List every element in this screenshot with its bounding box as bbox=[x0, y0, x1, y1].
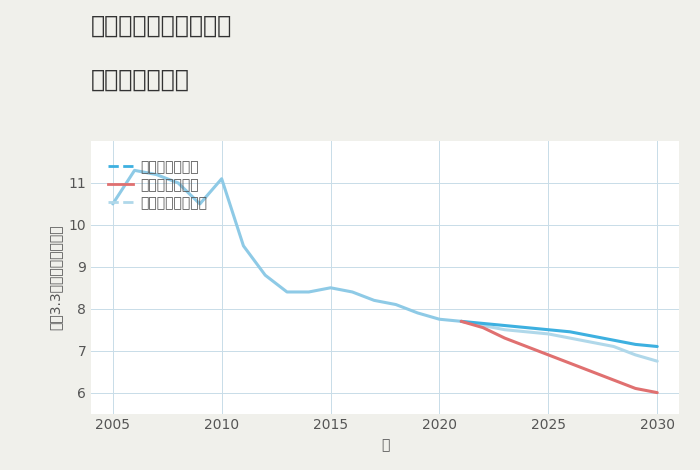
Legend: グッドシナリオ, バッドシナリオ, ノーマルシナリオ: グッドシナリオ, バッドシナリオ, ノーマルシナリオ bbox=[104, 156, 211, 215]
X-axis label: 年: 年 bbox=[381, 438, 389, 452]
Text: 土地の価格推移: 土地の価格推移 bbox=[91, 68, 190, 92]
Text: 岐阜県関市鋳物師屋の: 岐阜県関市鋳物師屋の bbox=[91, 14, 232, 38]
Y-axis label: 坪（3.3㎡）単価（万円）: 坪（3.3㎡）単価（万円） bbox=[49, 225, 63, 330]
